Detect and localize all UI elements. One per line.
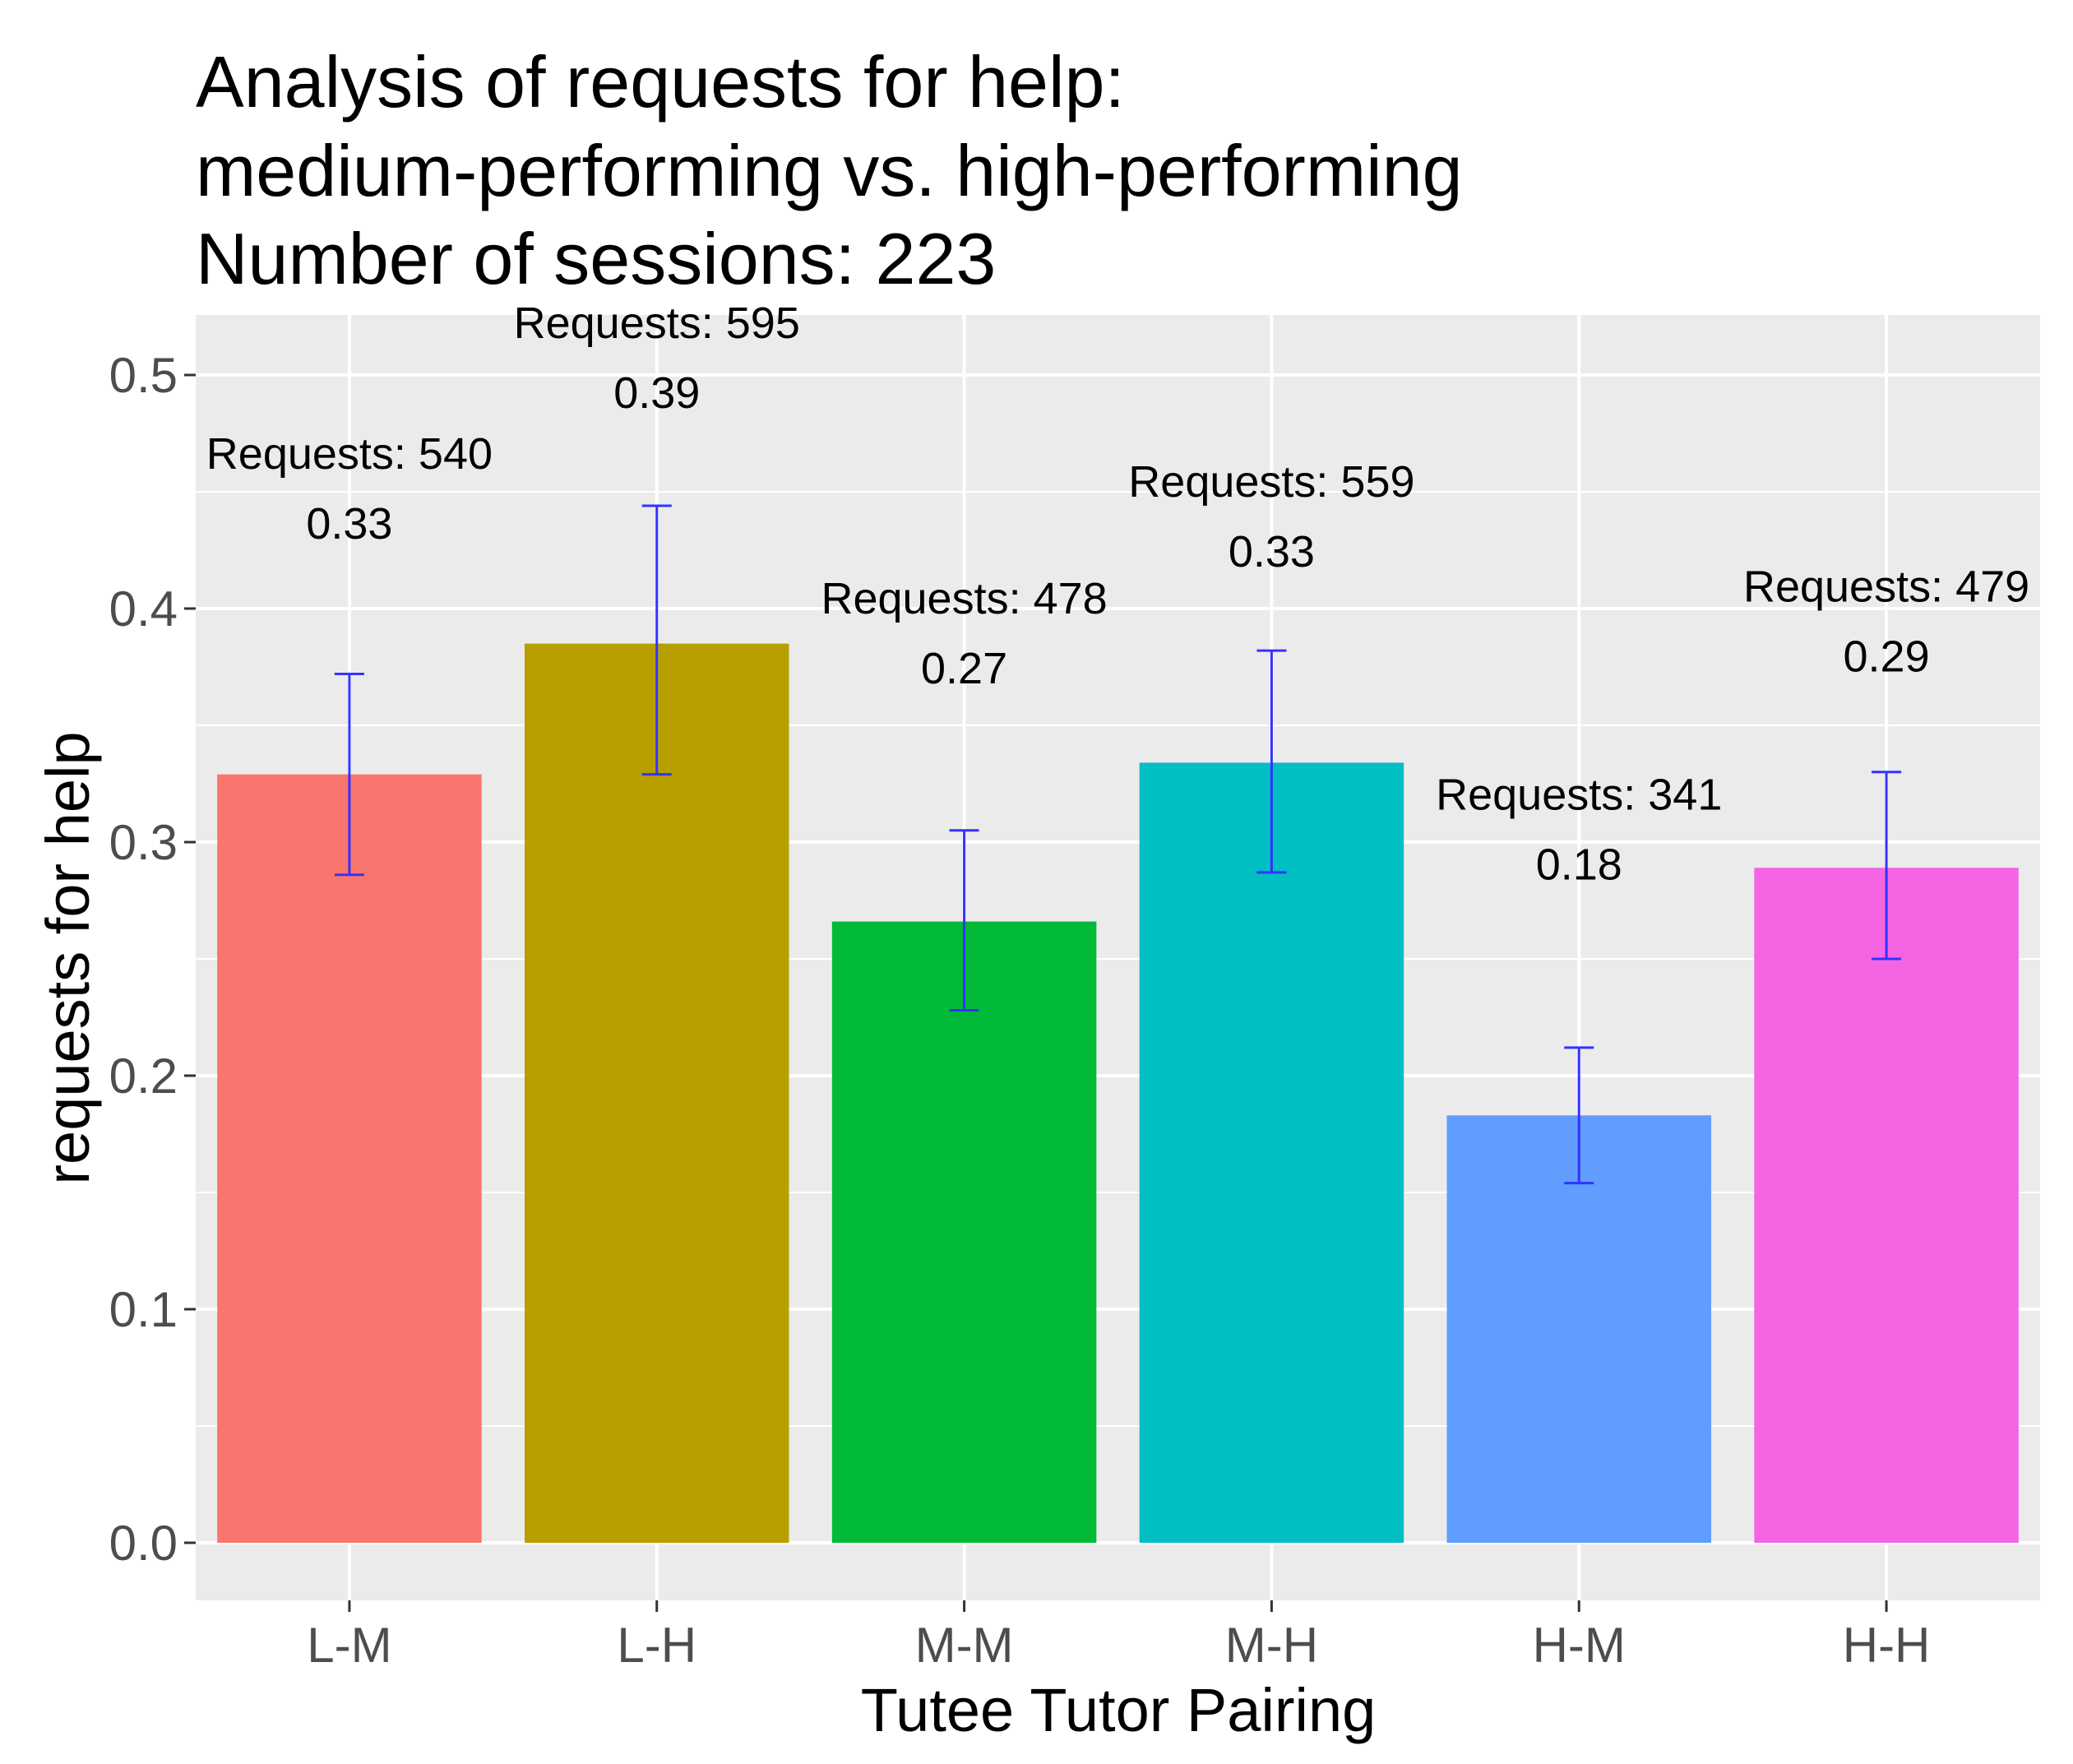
x-tick-label: H-M — [1533, 1618, 1626, 1673]
title-line-1: Analysis of requests for help: — [196, 41, 1125, 123]
error-bar-l-m — [334, 673, 364, 877]
title-line-2: medium-performing vs. high-performing — [196, 130, 1463, 211]
bar-annotations: Requests: 540 0.33 Requests: 595 0.39 Reques… — [206, 299, 2029, 890]
request-count-label: Requests: 559 — [1128, 457, 1414, 507]
y-tick-label: 0.5 — [109, 348, 178, 403]
y-tick-label: 0.0 — [109, 1516, 178, 1571]
bar-m-m — [831, 921, 1097, 1543]
y-axis-title: requests for help — [34, 731, 102, 1184]
request-count-label: Requests: 540 — [206, 429, 493, 479]
y-tick-label: 0.3 — [109, 815, 178, 870]
x-tick-label: L-M — [307, 1618, 391, 1673]
bar-value-label: 0.27 — [921, 644, 1007, 693]
request-count-label: Requests: 341 — [1436, 770, 1722, 819]
request-count-label: Requests: 478 — [821, 574, 1107, 623]
bar-h-m — [1446, 1115, 1711, 1543]
request-count-label: Requests: 595 — [514, 299, 800, 348]
bar-l-h — [525, 643, 789, 1543]
bar-value-label: 0.39 — [613, 368, 700, 418]
y-tick-label: 0.4 — [109, 581, 178, 637]
bar-value-label: 0.33 — [306, 499, 392, 549]
request-count-label: Requests: 479 — [1743, 563, 2029, 612]
y-tick-label: 0.2 — [109, 1049, 178, 1104]
x-tick-label: L-H — [617, 1618, 696, 1673]
error-bar-h-h — [1872, 771, 1902, 961]
error-bar-m-m — [949, 829, 979, 1012]
bar-l-m — [217, 774, 482, 1543]
title-line-3: Number of sessions: 223 — [196, 218, 996, 299]
chart-title: Analysis of requests for help: medium-pe… — [196, 41, 1463, 299]
x-tick-label: M-H — [1225, 1618, 1318, 1673]
bar-value-label: 0.18 — [1536, 840, 1622, 889]
bar-m-h — [1139, 762, 1404, 1543]
y-tick-label: 0.1 — [109, 1282, 178, 1337]
x-tick-label: M-M — [915, 1618, 1014, 1673]
bar-value-label: 0.29 — [1844, 632, 1930, 682]
x-tick-label: H-H — [1843, 1618, 1931, 1673]
bars — [217, 643, 2019, 1543]
x-axis-title: Tutee Tutor Pairing — [861, 1676, 1377, 1744]
bar-value-label: 0.33 — [1229, 527, 1315, 576]
error-bar-m-h — [1256, 649, 1287, 874]
bar-h-h — [1754, 868, 2019, 1543]
error-bar-l-h — [641, 504, 672, 776]
plot-panel — [196, 315, 2040, 1600]
y-axis: 0.0 0.1 0.2 0.3 0.4 0.5 — [109, 348, 196, 1571]
error-bar-h-m — [1564, 1046, 1594, 1185]
x-axis: L-M L-H M-M M-H H-M H-H — [307, 1600, 1930, 1673]
error-bars — [334, 504, 1902, 1185]
